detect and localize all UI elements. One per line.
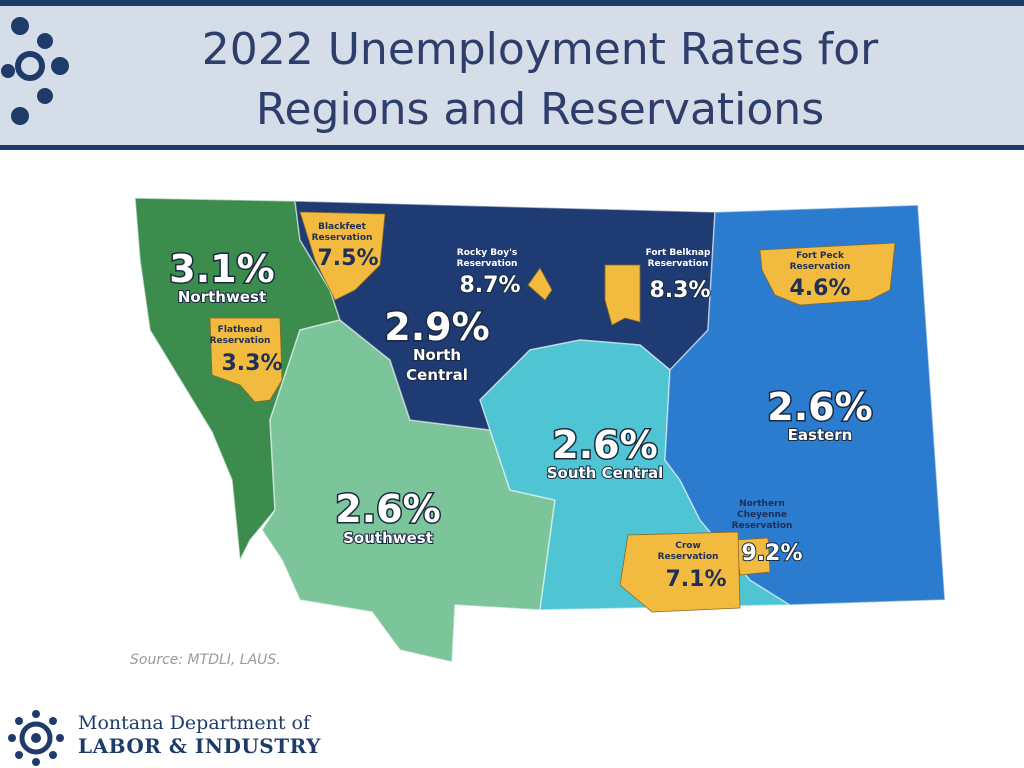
region-name: Southwest — [343, 529, 433, 547]
region-rate: 2.9% — [384, 305, 489, 349]
org-name: LABOR & INDUSTRY — [78, 734, 321, 758]
region-name: Central — [406, 366, 468, 384]
region-name: South Central — [547, 464, 664, 482]
reservation-name: Crow — [675, 541, 701, 551]
reservation-name: Reservation — [648, 259, 709, 269]
reservation-rate: 4.6% — [789, 276, 850, 301]
reservation-name: Reservation — [732, 521, 793, 531]
reservation-name: Reservation — [312, 233, 373, 243]
reservation-name: Flathead — [218, 325, 263, 335]
footer-logo-mark — [8, 710, 64, 766]
reservation-name: Rocky Boy's — [457, 248, 517, 258]
region-name: Northwest — [178, 288, 266, 306]
reservation-name: Northern — [739, 499, 785, 509]
reservation-crow — [619, 531, 741, 613]
reservation-fort-peck — [759, 242, 896, 306]
reservation-rate: 8.3% — [649, 278, 710, 303]
reservation-flathead — [209, 317, 283, 403]
reservation-rate: 9.2% — [741, 541, 802, 566]
region-rate: 2.6% — [767, 385, 872, 429]
reservation-name: Blackfeet — [318, 222, 366, 232]
reservation-name: Reservation — [457, 259, 518, 269]
region-rate: 2.6% — [552, 423, 657, 467]
reservation-rocky-boys — [527, 267, 553, 301]
header: 2022 Unemployment Rates for Regions and … — [0, 0, 1024, 150]
region-rate: 2.6% — [335, 487, 440, 531]
region-name: Eastern — [788, 426, 853, 444]
source: Source: MTDLI, LAUS. — [130, 652, 281, 668]
reservation-name: Fort Belknap — [646, 248, 711, 258]
reservation-rate: 7.1% — [665, 567, 726, 592]
reservation-blackfeet — [299, 211, 386, 301]
reservation-name: Reservation — [658, 552, 719, 562]
reservation-rate: 7.5% — [317, 246, 378, 271]
logo-mark — [1, 17, 69, 125]
reservation-rate: 8.7% — [459, 273, 520, 298]
reservation-fort-belknap — [604, 264, 641, 326]
reservation-rate: 3.3% — [221, 351, 282, 376]
reservation-name: Reservation — [210, 336, 271, 346]
region-rate: 3.1% — [169, 247, 274, 291]
reservation-name: Fort Peck — [796, 251, 845, 261]
reservation-name: Reservation — [790, 262, 851, 272]
region-name: North — [413, 346, 461, 364]
title: 2022 Unemployment Rates for Regions and … — [201, 24, 879, 135]
reservation-name: Cheyenne — [737, 510, 787, 520]
region-eastern — [664, 204, 946, 606]
org-name: Montana Department of — [78, 712, 311, 734]
